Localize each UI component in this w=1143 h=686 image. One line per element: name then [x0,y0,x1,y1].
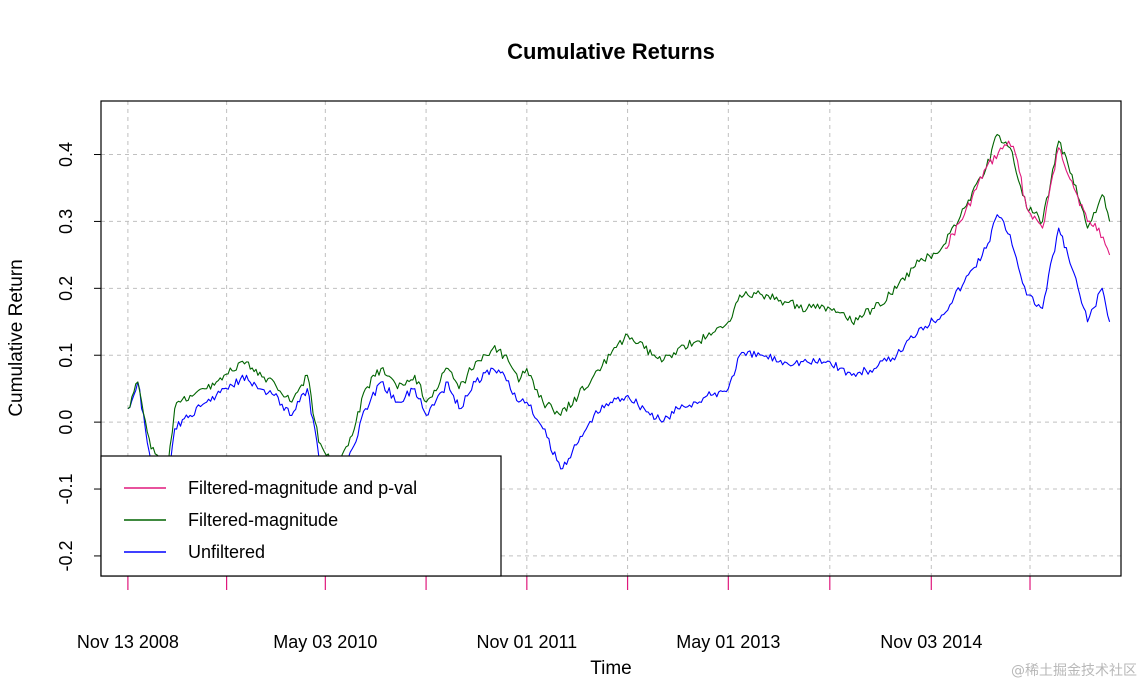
x-tick-label: May 03 2010 [273,632,377,652]
series-line-filtered-magnitude [127,133,1111,471]
y-axis-label: Cumulative Return [6,259,27,416]
x-tick-label: Nov 13 2008 [77,632,179,652]
series-lines [127,133,1111,483]
y-tick-label: 0.2 [56,276,76,301]
chart-title: Cumulative Returns [507,39,715,64]
y-tick-label: -0.2 [56,540,76,571]
x-axis-ticks: Nov 13 2008 May 03 2010 Nov 01 2011 May 01 … [77,576,1031,652]
x-axis-label: Time [590,658,632,679]
x-tick-label: Nov 03 2014 [880,632,982,652]
legend-box [100,455,502,577]
series-line-filtered-magnitude-and-p-val [944,140,1111,256]
x-tick-label: May 01 2013 [676,632,780,652]
x-tick-label: Nov 01 2011 [476,632,577,652]
legend-label: Filtered-magnitude and p-val [188,478,417,498]
watermark-text: @稀土掘金技术社区 [1011,663,1137,679]
y-axis-ticks: -0.2 -0.1 0.0 0.1 0.2 0.3 0.4 [56,142,101,571]
plot-frame [100,100,1122,577]
y-tick-label: 0.0 [56,410,76,435]
legend: Filtered-magnitude and p-val Filtered-mag… [100,455,502,577]
y-tick-label: 0.1 [56,343,76,368]
series-line-unfiltered [127,214,1111,483]
y-tick-label: 0.4 [56,142,76,167]
y-tick-label: 0.3 [56,209,76,234]
y-tick-label: -0.1 [56,474,76,505]
legend-label: Unfiltered [188,542,265,562]
legend-label: Filtered-magnitude [188,510,338,530]
